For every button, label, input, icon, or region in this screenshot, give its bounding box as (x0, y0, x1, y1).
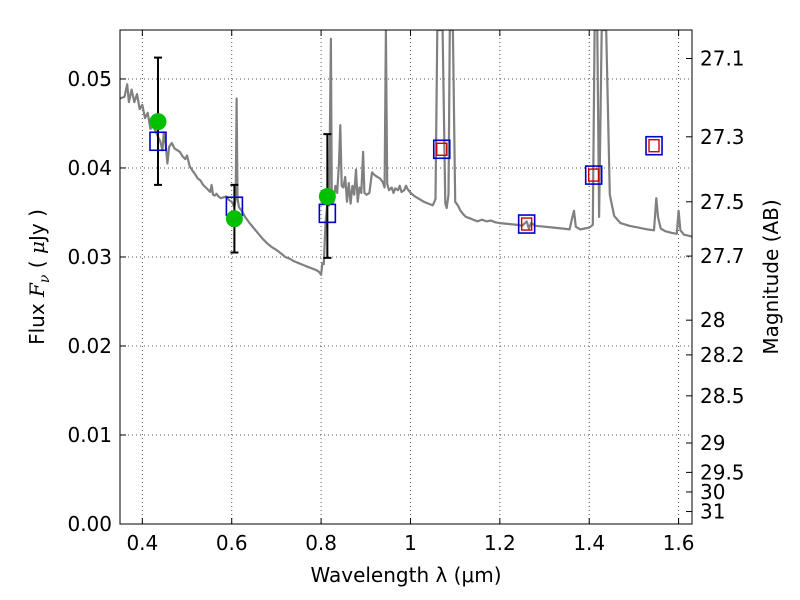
right-tick-label: 27.3 (700, 125, 745, 149)
y-tick-label: 0.05 (67, 67, 112, 91)
y-tick-label: 0.00 (67, 512, 112, 536)
plot-frame (119, 29, 693, 525)
model-photometry-inner-square (520, 217, 533, 231)
data-layer (120, 30, 692, 276)
observed-point (149, 113, 167, 131)
y-tick-label: 0.04 (67, 156, 112, 180)
y-axis-label-right: Magnitude (AB) (759, 199, 783, 354)
right-tick-label: 31 (700, 500, 725, 524)
x-tick-label: 0.6 (216, 531, 248, 555)
right-tick-label: 27.7 (700, 244, 745, 268)
observed-point (318, 187, 336, 205)
x-tick-label: 1.2 (484, 531, 516, 555)
right-tick-label: 29.5 (700, 460, 745, 484)
model-photometry-square (149, 131, 167, 152)
x-tick-label: 0.4 (126, 531, 158, 555)
model-photometry-inner-square (436, 142, 448, 156)
x-axis-label: Wavelength λ (μm) (310, 563, 501, 587)
right-tick-label: 28.2 (700, 343, 745, 367)
model-photometry-square (645, 135, 663, 156)
grid (120, 30, 692, 525)
x-tick-label: 1.6 (663, 531, 695, 555)
ticks: 0.4 0.6 0.8 1 1.2 1.4 1.6 0.00 0.01 0.02 0.03 0.04 0… (67, 30, 745, 555)
observed-point (225, 210, 243, 228)
model-photometry-square (517, 214, 536, 234)
model-photometry-inner-square (648, 139, 660, 153)
y-axis-label: Flux Fν ( μJy ) (25, 209, 53, 345)
right-tick-label: 28 (700, 308, 725, 332)
model-spectrum-line (120, 30, 692, 276)
x-tick-label: 0.8 (305, 531, 337, 555)
model-photometry-square (432, 139, 451, 160)
y-tick-label: 0.01 (67, 423, 112, 447)
model-photometry-square (584, 165, 603, 185)
x-tick-label: 1 (404, 531, 417, 555)
right-tick-label: 28.5 (700, 384, 745, 408)
right-tick-label: 27.1 (700, 46, 745, 70)
model-photometry-inner-square (587, 168, 600, 182)
y-tick-label: 0.03 (67, 245, 112, 269)
y-tick-label: 0.02 (67, 334, 112, 358)
x-tick-label: 1.4 (573, 531, 605, 555)
right-tick-label: 30 (700, 480, 725, 504)
right-tick-label: 29 (700, 431, 725, 455)
right-tick-label: 27.5 (700, 190, 745, 214)
